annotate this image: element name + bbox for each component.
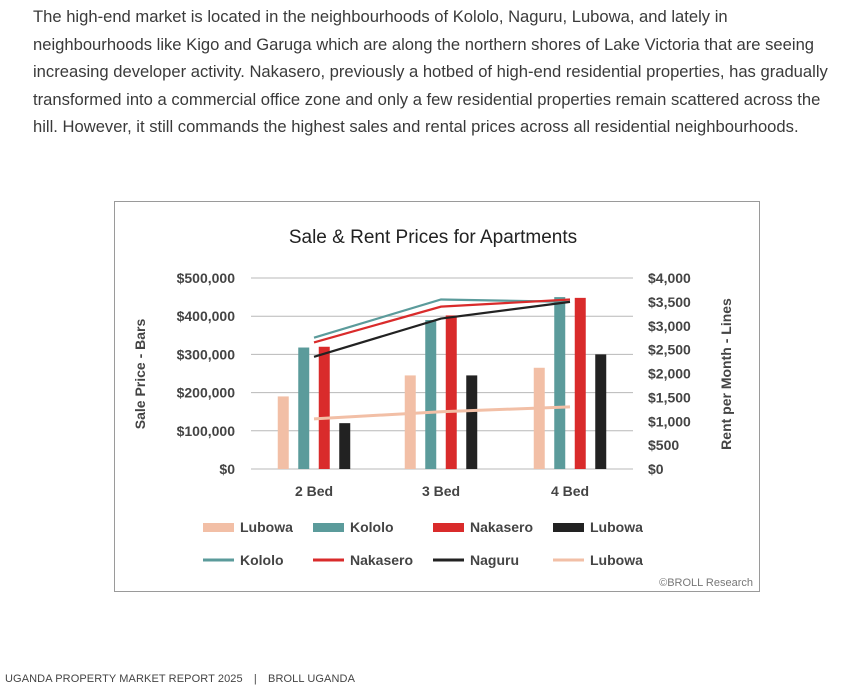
line-nakasero	[313, 298, 571, 344]
x-tick-label: 3 Bed	[422, 483, 460, 499]
legend-label: Nakasero	[470, 519, 533, 535]
legend-label: Naguru	[470, 552, 519, 568]
y-tick-label: $100,000	[177, 423, 236, 439]
legend-label: Kololo	[350, 519, 394, 535]
legend-swatch-bar	[203, 523, 234, 532]
bar-lubowa	[466, 375, 478, 469]
y2-tick-label: $3,000	[648, 318, 691, 334]
chart-source: ©BROLL Research	[659, 577, 753, 589]
y-tick-label: $300,000	[177, 346, 236, 362]
x-tick-label: 4 Bed	[551, 483, 589, 499]
y2-tick-label: $2,500	[648, 342, 691, 358]
legend-label: Lubowa	[590, 519, 643, 535]
y2-tick-label: $4,000	[648, 270, 691, 286]
legend-label: Kololo	[240, 552, 284, 568]
y2-tick-label: $3,500	[648, 294, 691, 310]
legend-swatch-bar	[433, 523, 464, 532]
y-tick-label: $400,000	[177, 308, 236, 324]
intro-paragraph: The high-end market is located in the ne…	[33, 7, 828, 137]
y2-tick-label: $0	[648, 461, 664, 477]
chart-title: Sale & Rent Prices for Apartments	[289, 227, 577, 248]
bar-lubowa	[339, 423, 351, 469]
legend-label: Lubowa	[240, 519, 293, 535]
bar-kololo	[298, 347, 310, 469]
y2-axis-label: Rent per Month - Lines	[718, 298, 734, 450]
bar-kololo	[425, 320, 437, 469]
legend-swatch-bar	[313, 523, 344, 532]
footer-report: UGANDA PROPERTY MARKET REPORT 2025	[5, 673, 243, 685]
page-footer: UGANDA PROPERTY MARKET REPORT 2025 | BRO…	[5, 673, 355, 685]
x-tick-label: 2 Bed	[295, 483, 333, 499]
sale-rent-chart: Sale & Rent Prices for Apartments $0 $100,…	[132, 227, 753, 589]
legend-label: Nakasero	[350, 552, 413, 568]
chart-container: Sale & Rent Prices for Apartments $0 $100,…	[114, 201, 760, 592]
y-tick-label: $500,000	[177, 270, 236, 286]
y2-tick-label: $1,000	[648, 413, 691, 429]
bar-lubowa	[595, 354, 607, 469]
y-axis-label: Sale Price - Bars	[132, 319, 148, 430]
footer-separator: |	[253, 673, 257, 685]
footer-company: BROLL UGANDA	[268, 673, 356, 685]
y-tick-label: $0	[219, 461, 235, 477]
bar-lubowa	[533, 367, 545, 469]
y2-tick-label: $2,000	[648, 366, 691, 382]
y-tick-label: $200,000	[177, 385, 236, 401]
bar-nakasero	[574, 297, 586, 469]
bar-nakasero	[318, 346, 330, 469]
y2-tick-label: $1,500	[648, 389, 691, 405]
bar-lubowa	[404, 375, 416, 469]
line-naguru	[313, 300, 571, 358]
bar-nakasero	[445, 315, 457, 469]
y2-tick-label: $500	[648, 437, 679, 453]
bar-lubowa	[277, 396, 289, 469]
legend-label: Lubowa	[590, 552, 643, 568]
line-lubowa	[313, 405, 571, 421]
legend-swatch-bar	[553, 523, 584, 532]
bar-kololo	[554, 297, 566, 469]
